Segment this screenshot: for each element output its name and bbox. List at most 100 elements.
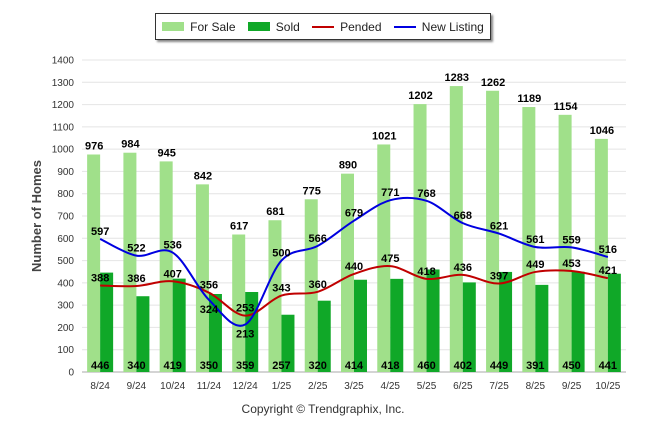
x-tick-label: 8/24 [90, 381, 110, 392]
legend-pended: Pended [312, 20, 382, 34]
label-pended: 453 [562, 258, 580, 270]
label-pended: 436 [454, 262, 472, 274]
label-pended: 421 [599, 265, 617, 277]
label-sold: 350 [200, 360, 218, 372]
y-tick-label: 1400 [52, 56, 75, 67]
bar-for-sale [159, 161, 173, 372]
bar-sold [462, 282, 476, 372]
y-tick-label: 600 [57, 234, 74, 245]
label-pended: 388 [91, 273, 109, 285]
x-tick-label: 5/25 [417, 381, 437, 392]
legend-label: Sold [275, 19, 300, 34]
label-sold: 402 [454, 360, 472, 372]
label-for-sale: 1202 [408, 90, 432, 102]
bar-for-sale [268, 220, 282, 372]
label-for-sale: 842 [194, 170, 212, 182]
legend-sold: Sold [247, 19, 300, 34]
x-tick-label: 9/25 [562, 381, 582, 392]
label-new-listing: 566 [309, 233, 327, 245]
bar-sold [426, 269, 440, 372]
y-tick-label: 700 [57, 212, 74, 223]
label-for-sale: 1046 [590, 125, 614, 137]
x-tick-label: 6/25 [453, 381, 473, 392]
label-for-sale: 617 [230, 220, 248, 232]
bar-sold [535, 284, 549, 372]
y-tick-label: 100 [57, 345, 74, 356]
label-new-listing: 559 [562, 234, 580, 246]
label-for-sale: 976 [85, 140, 103, 152]
label-new-listing: 771 [381, 187, 399, 199]
y-tick-label: 1100 [52, 122, 74, 133]
label-pended: 397 [490, 271, 508, 283]
bar-sold [208, 294, 222, 372]
label-new-listing: 621 [490, 221, 508, 233]
y-tick-label: 1000 [52, 145, 75, 156]
bar-sold [317, 300, 331, 372]
label-new-listing: 679 [345, 208, 363, 220]
legend-label: New Listing [421, 19, 484, 34]
label-for-sale: 945 [157, 147, 175, 159]
x-tick-label: 8/25 [526, 381, 546, 392]
y-tick-label: 900 [57, 167, 74, 178]
label-for-sale: 1154 [554, 101, 579, 113]
bar-sold [354, 279, 367, 372]
label-sold: 450 [562, 360, 580, 372]
label-for-sale: 681 [266, 206, 284, 218]
label-sold: 320 [309, 360, 327, 372]
label-pended: 343 [272, 283, 290, 295]
bar-for-sale [449, 86, 463, 373]
label-pended: 475 [381, 253, 399, 265]
label-new-listing: 500 [272, 248, 290, 260]
x-tick-label: 10/25 [595, 381, 620, 392]
label-for-sale: 1283 [445, 72, 469, 84]
label-sold: 460 [417, 360, 435, 372]
label-pended: 386 [127, 273, 145, 285]
bar-sold [607, 273, 621, 372]
x-tick-label: 4/25 [381, 381, 401, 392]
label-sold: 257 [272, 360, 290, 372]
label-pended: 440 [345, 261, 363, 273]
label-new-listing: 768 [417, 188, 435, 200]
y-tick-label: 0 [68, 368, 74, 379]
y-tick-label: 400 [57, 278, 74, 289]
x-tick-label: 7/25 [489, 381, 509, 392]
y-tick-label: 300 [57, 301, 74, 312]
bar-sold [100, 272, 114, 372]
y-tick-label: 200 [57, 323, 74, 334]
label-new-listing: 324 [200, 304, 219, 316]
bar-sold [136, 296, 150, 372]
label-pended: 407 [163, 268, 181, 280]
bar-for-sale [304, 199, 318, 372]
label-for-sale: 1021 [372, 130, 396, 142]
label-for-sale: 890 [339, 160, 357, 172]
label-pended: 360 [309, 279, 327, 291]
label-new-listing: 536 [163, 240, 181, 252]
label-sold: 359 [236, 360, 254, 372]
label-new-listing: 597 [91, 226, 109, 238]
label-pended: 253 [236, 303, 254, 315]
copyright: Copyright © Trendgraphix, Inc. [241, 402, 405, 416]
label-pended: 356 [200, 280, 218, 292]
label-sold: 340 [127, 360, 145, 372]
y-tick-label: 1200 [52, 100, 75, 111]
y-axis-label: Number of Homes [29, 160, 44, 272]
bar-for-sale [87, 154, 101, 372]
bar-sold [172, 278, 186, 372]
label-new-listing: 668 [454, 210, 472, 222]
label-sold: 391 [526, 360, 544, 372]
legend-new-listing: New Listing [393, 19, 484, 34]
bar-sold [390, 278, 404, 372]
line-new-listing [99, 196, 609, 327]
bar-sold [281, 314, 295, 372]
bar-sold [571, 271, 585, 372]
label-sold: 446 [91, 360, 109, 372]
y-tick-label: 800 [57, 189, 74, 200]
x-tick-label: 11/24 [197, 381, 222, 392]
legend-label: For Sale [190, 19, 236, 34]
label-pended: 449 [526, 259, 544, 271]
x-tick-label: 10/24 [160, 381, 185, 392]
bar-for-sale [123, 152, 137, 372]
legend-for-sale: For Sale [162, 19, 236, 34]
bar-for-sale [522, 107, 536, 372]
x-tick-label: 2/25 [308, 381, 328, 392]
